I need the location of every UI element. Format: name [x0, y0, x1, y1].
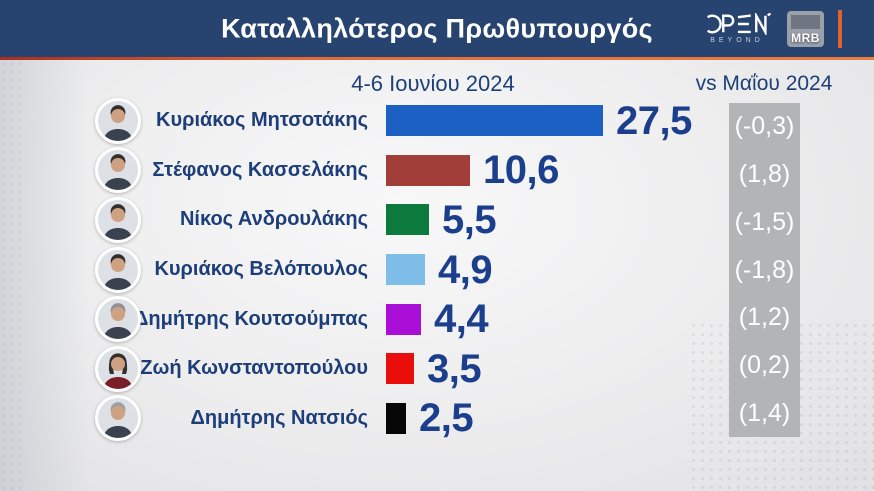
poll-row: Δημήτρης Κουτσούμπας 4,4 — [0, 294, 729, 344]
result-bar — [386, 254, 425, 286]
result-value: 4,9 — [438, 247, 493, 292]
result-bar — [386, 154, 470, 186]
poll-row: Στέφανος Κασσελάκης 10,6 — [0, 146, 729, 196]
result-value: 4,4 — [434, 297, 489, 342]
candidate-name: Ζωή Κωνσταντοπούλου — [140, 357, 368, 380]
diff-value: (-0,3) — [734, 112, 795, 141]
result-bar — [386, 402, 406, 434]
avatar — [95, 147, 141, 194]
result-bar — [386, 105, 603, 137]
logo-group: BEYOND MRB — [701, 0, 842, 57]
avatar — [95, 395, 141, 442]
result-value: 3,5 — [427, 346, 482, 391]
candidate-name: Δημήτρης Νατσιός — [190, 406, 368, 429]
poll-row: Κυριάκος Μητσοτάκης 27,5 — [0, 96, 729, 146]
diff-value: (-1,5) — [734, 207, 795, 236]
poll-row: Κυριάκος Βελόπουλος 4,9 — [0, 245, 729, 295]
diff-value: (1,4) — [738, 398, 791, 427]
poll-row: Δημήτρης Νατσιός 2,5 — [0, 394, 729, 444]
page-title: Καταλληλότερος Πρωθυπουργός — [221, 13, 653, 43]
candidate-name: Δημήτρης Κουτσούμπας — [134, 307, 368, 330]
mrb-logo-mark — [791, 14, 820, 29]
mrb-logo: MRB — [787, 10, 824, 47]
result-value: 10,6 — [483, 148, 559, 193]
diff-value: (0,2) — [738, 350, 791, 379]
avatar — [95, 246, 141, 293]
result-value: 5,5 — [442, 197, 497, 242]
result-value: 2,5 — [419, 396, 474, 441]
result-bar — [386, 204, 429, 236]
poll-rows: Κυριάκος Μητσοτάκης 27,5 Στέφανος Κασσελ… — [0, 96, 729, 443]
diff-value: (1,8) — [738, 160, 791, 189]
result-bar — [386, 303, 421, 335]
candidate-name: Νίκος Ανδρουλάκης — [179, 208, 368, 231]
diff-band: (-0,3) (1,8) (-1,5) (-1,8) (1,2) (0,2) (… — [729, 103, 800, 437]
poll-row: Ζωή Κωνσταντοπούλου 3,5 — [0, 344, 729, 394]
avatar — [95, 345, 141, 392]
diff-value: (1,2) — [738, 303, 791, 332]
poll-row: Νίκος Ανδρουλάκης 5,5 — [0, 195, 729, 245]
result-value: 27,5 — [616, 98, 692, 143]
avatar — [95, 97, 141, 144]
comparison-period-label: vs Μαΐου 2024 — [695, 72, 833, 95]
diff-value: (-1,8) — [734, 255, 795, 284]
candidate-name: Στέφανος Κασσελάκης — [152, 158, 368, 181]
candidate-name: Κυριάκος Μητσοτάκης — [156, 109, 368, 132]
avatar — [95, 296, 141, 343]
result-bar — [386, 353, 414, 385]
candidate-name: Κυριάκος Βελόπουλος — [154, 258, 368, 281]
header-bar: Καταλληλότερος Πρωθυπουργός BEYOND MRB — [0, 0, 874, 57]
avatar — [95, 196, 141, 243]
orange-accent-bar — [838, 9, 842, 48]
open-logo-icon — [706, 13, 772, 35]
open-beyond-label: BEYOND — [710, 37, 764, 44]
mrb-logo-label: MRB — [791, 30, 820, 45]
open-channel-logo: BEYOND — [701, 13, 773, 44]
header-divider — [0, 57, 874, 60]
poll-period-label: 4-6 Ιουνίου 2024 — [351, 71, 515, 96]
